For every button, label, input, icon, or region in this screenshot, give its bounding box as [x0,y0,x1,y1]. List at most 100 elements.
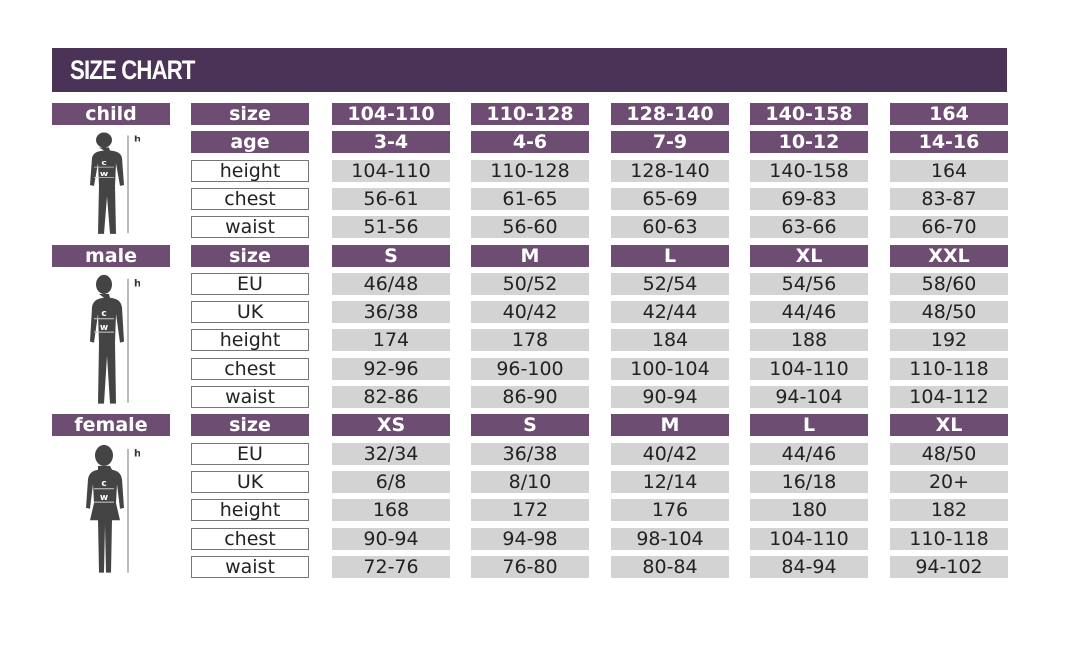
table-cell: 56-60 [471,216,589,239]
table-cell: 32/34 [332,442,450,465]
female-silhouette-icon: h cw [86,444,140,573]
row-label-size: size [191,103,309,125]
section-label-female: female [52,414,170,437]
table-cell: 66-70 [890,216,1008,239]
table-cell: 100-104 [611,357,729,380]
table-cell: 110-118 [890,357,1008,380]
table-cell: 128-140 [611,159,729,182]
column-header: S [471,414,589,437]
table-cell: 20+ [890,470,1008,493]
row-label-size: size [191,244,309,267]
table-cell: 104-112 [890,386,1008,408]
svg-text:h: h [134,448,140,459]
table-cell: 86-90 [471,386,589,408]
table-cell: 44/46 [750,301,868,324]
row-label-height: height [191,159,309,182]
table-cell: 36/38 [471,442,589,465]
table-cell: 56-61 [332,187,450,210]
table-cell: 92-96 [332,357,450,380]
table-cell: 60-63 [611,216,729,239]
table-cell: 174 [332,329,450,352]
table-cell: 72-76 [332,555,450,578]
column-header: L [750,414,868,437]
table-cell: 58/60 [890,272,1008,295]
row-label-waist: waist [191,386,309,408]
column-header: 14-16 [890,131,1008,154]
table-cell: 36/38 [332,301,450,324]
column-header: 4-6 [471,131,589,154]
table-cell: 6/8 [332,470,450,493]
table-cell: 83-87 [890,187,1008,210]
table-cell: 8/10 [471,470,589,493]
table-cell: 65-69 [611,187,729,210]
table-cell: 176 [611,499,729,522]
row-label-uk: UK [191,470,309,493]
table-cell: 192 [890,329,1008,352]
row-label-eu: EU [191,442,309,465]
column-header: M [471,244,589,267]
table-cell: 48/50 [890,442,1008,465]
table-cell: 104-110 [750,527,868,550]
title-bar: SIZE CHART [52,48,1007,92]
table-cell: 90-94 [332,527,450,550]
section-label-child: child [52,103,170,125]
row-label-height: height [191,499,309,522]
table-cell: 12/14 [611,470,729,493]
row-label-chest: chest [191,187,309,210]
svg-text:c: c [101,309,106,319]
row-label-height: height [191,329,309,352]
row-label-size: size [191,414,309,437]
row-label-uk: UK [191,301,309,324]
table-cell: 172 [471,499,589,522]
table-cell: 182 [890,499,1008,522]
svg-text:w: w [100,493,108,503]
column-header: M [611,414,729,437]
table-cell: 42/44 [611,301,729,324]
table-cell: 110-128 [471,159,589,182]
child-silhouette-icon: h cw [90,132,140,235]
table-cell: 94-102 [890,555,1008,578]
svg-text:c: c [101,159,107,167]
column-header: XL [890,414,1008,437]
table-cell: 178 [471,329,589,352]
table-cell: 63-66 [750,216,868,239]
column-header: 140-158 [750,103,868,125]
section-label-male: male [52,244,170,267]
table-cell: 180 [750,499,868,522]
table-cell: 90-94 [611,386,729,408]
svg-text:h: h [134,278,140,289]
table-cell: 168 [332,499,450,522]
column-header: S [332,244,450,267]
male-silhouette-icon: h cw [90,274,140,404]
row-label-chest: chest [191,357,309,380]
table-cell: 44/46 [750,442,868,465]
column-header: L [611,244,729,267]
table-cell: 52/54 [611,272,729,295]
table-cell: 110-118 [890,527,1008,550]
table-cell: 84-94 [750,555,868,578]
table-cell: 54/56 [750,272,868,295]
table-cell: 40/42 [611,442,729,465]
row-label-chest: chest [191,527,309,550]
row-label-waist: waist [191,555,309,578]
column-header: 128-140 [611,103,729,125]
table-cell: 96-100 [471,357,589,380]
svg-text:w: w [100,170,109,178]
table-cell: 98-104 [611,527,729,550]
table-cell: 69-83 [750,187,868,210]
column-header: XL [750,244,868,267]
table-cell: 94-98 [471,527,589,550]
table-cell: 51-56 [332,216,450,239]
row-label-age: age [191,131,309,154]
svg-text:c: c [101,479,106,489]
column-header: XXL [890,244,1008,267]
column-header: 10-12 [750,131,868,154]
column-header: 104-110 [332,103,450,125]
table-cell: 48/50 [890,301,1008,324]
table-cell: 184 [611,329,729,352]
table-cell: 40/42 [471,301,589,324]
row-label-waist: waist [191,216,309,239]
column-header: 3-4 [332,131,450,154]
table-cell: 188 [750,329,868,352]
table-cell: 76-80 [471,555,589,578]
